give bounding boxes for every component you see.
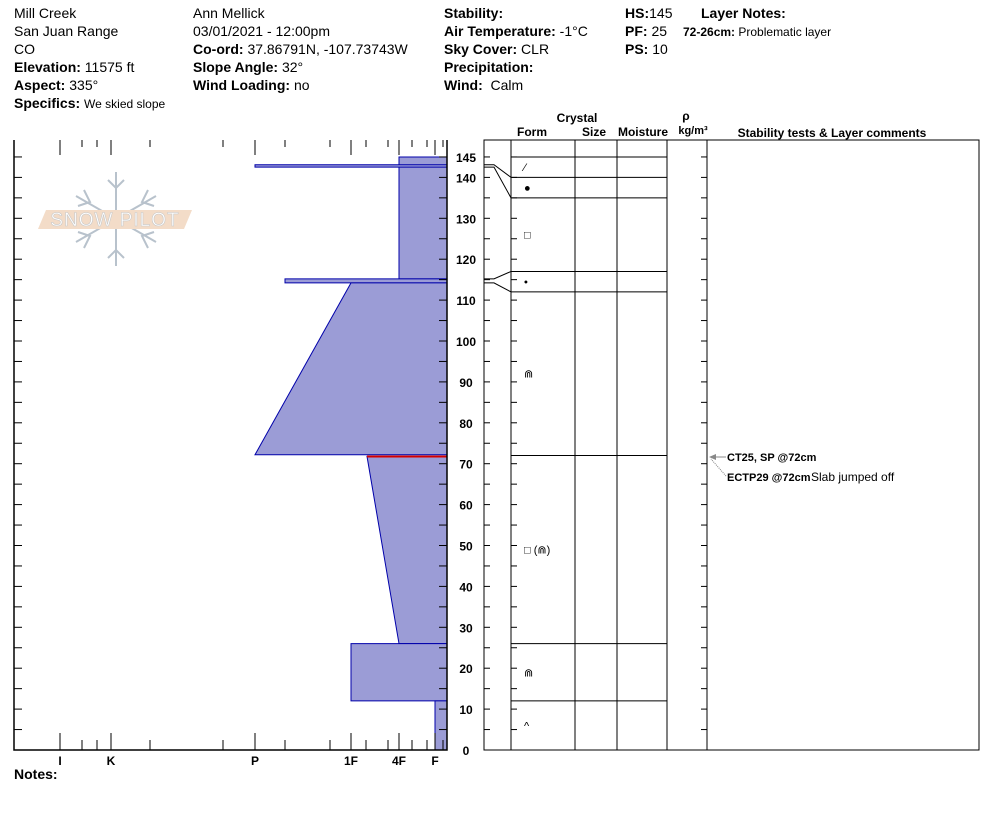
depth-label: 50 <box>459 540 473 554</box>
snowpilot-logo: SNOW PILOT <box>38 172 192 266</box>
depth-label: 120 <box>456 253 476 267</box>
header-rho: ρ <box>682 109 689 123</box>
arrow-head-icon <box>709 454 716 460</box>
stability: Stability: <box>444 5 504 21</box>
layer-form rounding-faceted-icon: ⋒ <box>524 667 533 679</box>
air-temperature: Air Temperature: -1°C <box>444 23 588 39</box>
layer-form decomposing-fragments-icon: ⁄ <box>521 162 528 174</box>
header-density: kg/m³ <box>678 125 708 137</box>
stability-tests: CT25, SP @72cm ECTP29 @72cm Slab jumped … <box>709 452 895 484</box>
observer-info: Ann Mellick 03/01/2021 - 12:00pm Co-ord:… <box>193 4 408 94</box>
header-form: Form <box>517 125 547 139</box>
hardness-label-K: K <box>107 754 116 768</box>
site-info: Mill Creek San Juan Range CO Elevation: … <box>14 4 165 113</box>
depth-label: 30 <box>459 621 473 635</box>
layer-form rounding-faceted-icon: ⋒ <box>524 369 533 381</box>
observer: Ann Mellick <box>193 5 265 21</box>
layer-form depth-hoar-icon: ^ <box>524 720 530 732</box>
layer-form rounded-grains-icon: • <box>524 277 528 289</box>
logo-band <box>38 210 192 229</box>
hardness-label-1F: 1F <box>344 754 358 768</box>
hardness-label-F: F <box>431 754 438 768</box>
depth-label: 100 <box>456 335 476 349</box>
depth-label: 40 <box>459 580 473 594</box>
location: Mill Creek <box>14 5 77 21</box>
sky-cover: Sky Cover: CLR <box>444 41 550 57</box>
hardness-layer <box>284 278 448 284</box>
hs: HS:145 <box>625 5 673 21</box>
depth-label: 80 <box>459 417 473 431</box>
depth-label: 145 <box>456 151 476 165</box>
layer-form faceted-crystals-icon: □ <box>524 230 531 242</box>
slope-angle: Slope Angle: 32° <box>193 59 304 75</box>
pf: PF: 25 <box>625 23 668 39</box>
layer-notes-title: Layer Notes: <box>701 5 786 21</box>
depth-label: 130 <box>456 212 476 226</box>
hardness-label-4F: 4F <box>392 754 406 768</box>
depth-label: 110 <box>456 294 476 308</box>
header-crystal: Crystal <box>557 111 598 125</box>
depth-label: 0 <box>463 744 470 758</box>
header-moisture: Moisture <box>618 125 668 139</box>
layer-connector <box>484 271 512 280</box>
depth-label: 20 <box>459 662 473 676</box>
stability-test-1: CT25, SP @72cm <box>727 452 817 464</box>
notes-label: Notes: <box>14 766 58 782</box>
layer-form melt-form-icon: ● <box>524 183 531 195</box>
ps: PS: 10 <box>625 41 668 57</box>
datetime: 03/01/2021 - 12:00pm <box>193 23 330 39</box>
stability-test-2: ECTP29 @72cm <box>727 472 811 484</box>
layer-connector <box>484 164 512 178</box>
layer-note: 72-26cm: Problematic layer <box>683 25 832 39</box>
range: San Juan Range <box>14 23 119 39</box>
precipitation: Precipitation: <box>444 59 534 75</box>
profile-frame <box>13 140 448 751</box>
layer-connector <box>484 166 512 199</box>
hardness-layer <box>366 455 448 645</box>
stability-test-2-comment: Slab jumped off <box>811 470 895 484</box>
hardness-layer <box>254 164 448 168</box>
layer-form faceted-crystals-icon: □ (⋒) <box>524 545 550 557</box>
depth-label: 10 <box>459 703 473 717</box>
hardness-layer <box>434 700 448 751</box>
depth-label: 70 <box>459 458 473 472</box>
weather-info: Stability: Air Temperature: -1°C Sky Cov… <box>444 4 588 94</box>
depth-label: 90 <box>459 376 473 390</box>
depth-label: 60 <box>459 499 473 513</box>
hardness-layer <box>350 643 448 702</box>
layer-connector <box>484 282 512 293</box>
hardness-label-I: I <box>58 754 61 768</box>
hardness-layer <box>254 282 448 456</box>
depth-label: 140 <box>456 171 476 185</box>
wind: Wind: Calm <box>444 77 524 93</box>
specifics: Specifics: We skied slope <box>14 95 166 111</box>
coord: Co-ord: 37.86791N, -107.73743W <box>193 41 408 57</box>
hardness-label-P: P <box>251 754 259 768</box>
test-arrow <box>710 458 727 477</box>
logo-text: SNOW PILOT <box>50 210 179 231</box>
header-size: Size <box>582 125 606 139</box>
wind-loading: Wind Loading: no <box>193 77 310 93</box>
layer-table <box>483 139 980 751</box>
state: CO <box>14 41 35 57</box>
elevation: Elevation: 11575 ft <box>14 59 135 75</box>
aspect: Aspect: 335° <box>14 77 99 93</box>
header-comments: Stability tests & Layer comments <box>738 126 927 140</box>
snow-depth-info: HS:145 PF: 25 PS: 10 <box>625 4 672 58</box>
